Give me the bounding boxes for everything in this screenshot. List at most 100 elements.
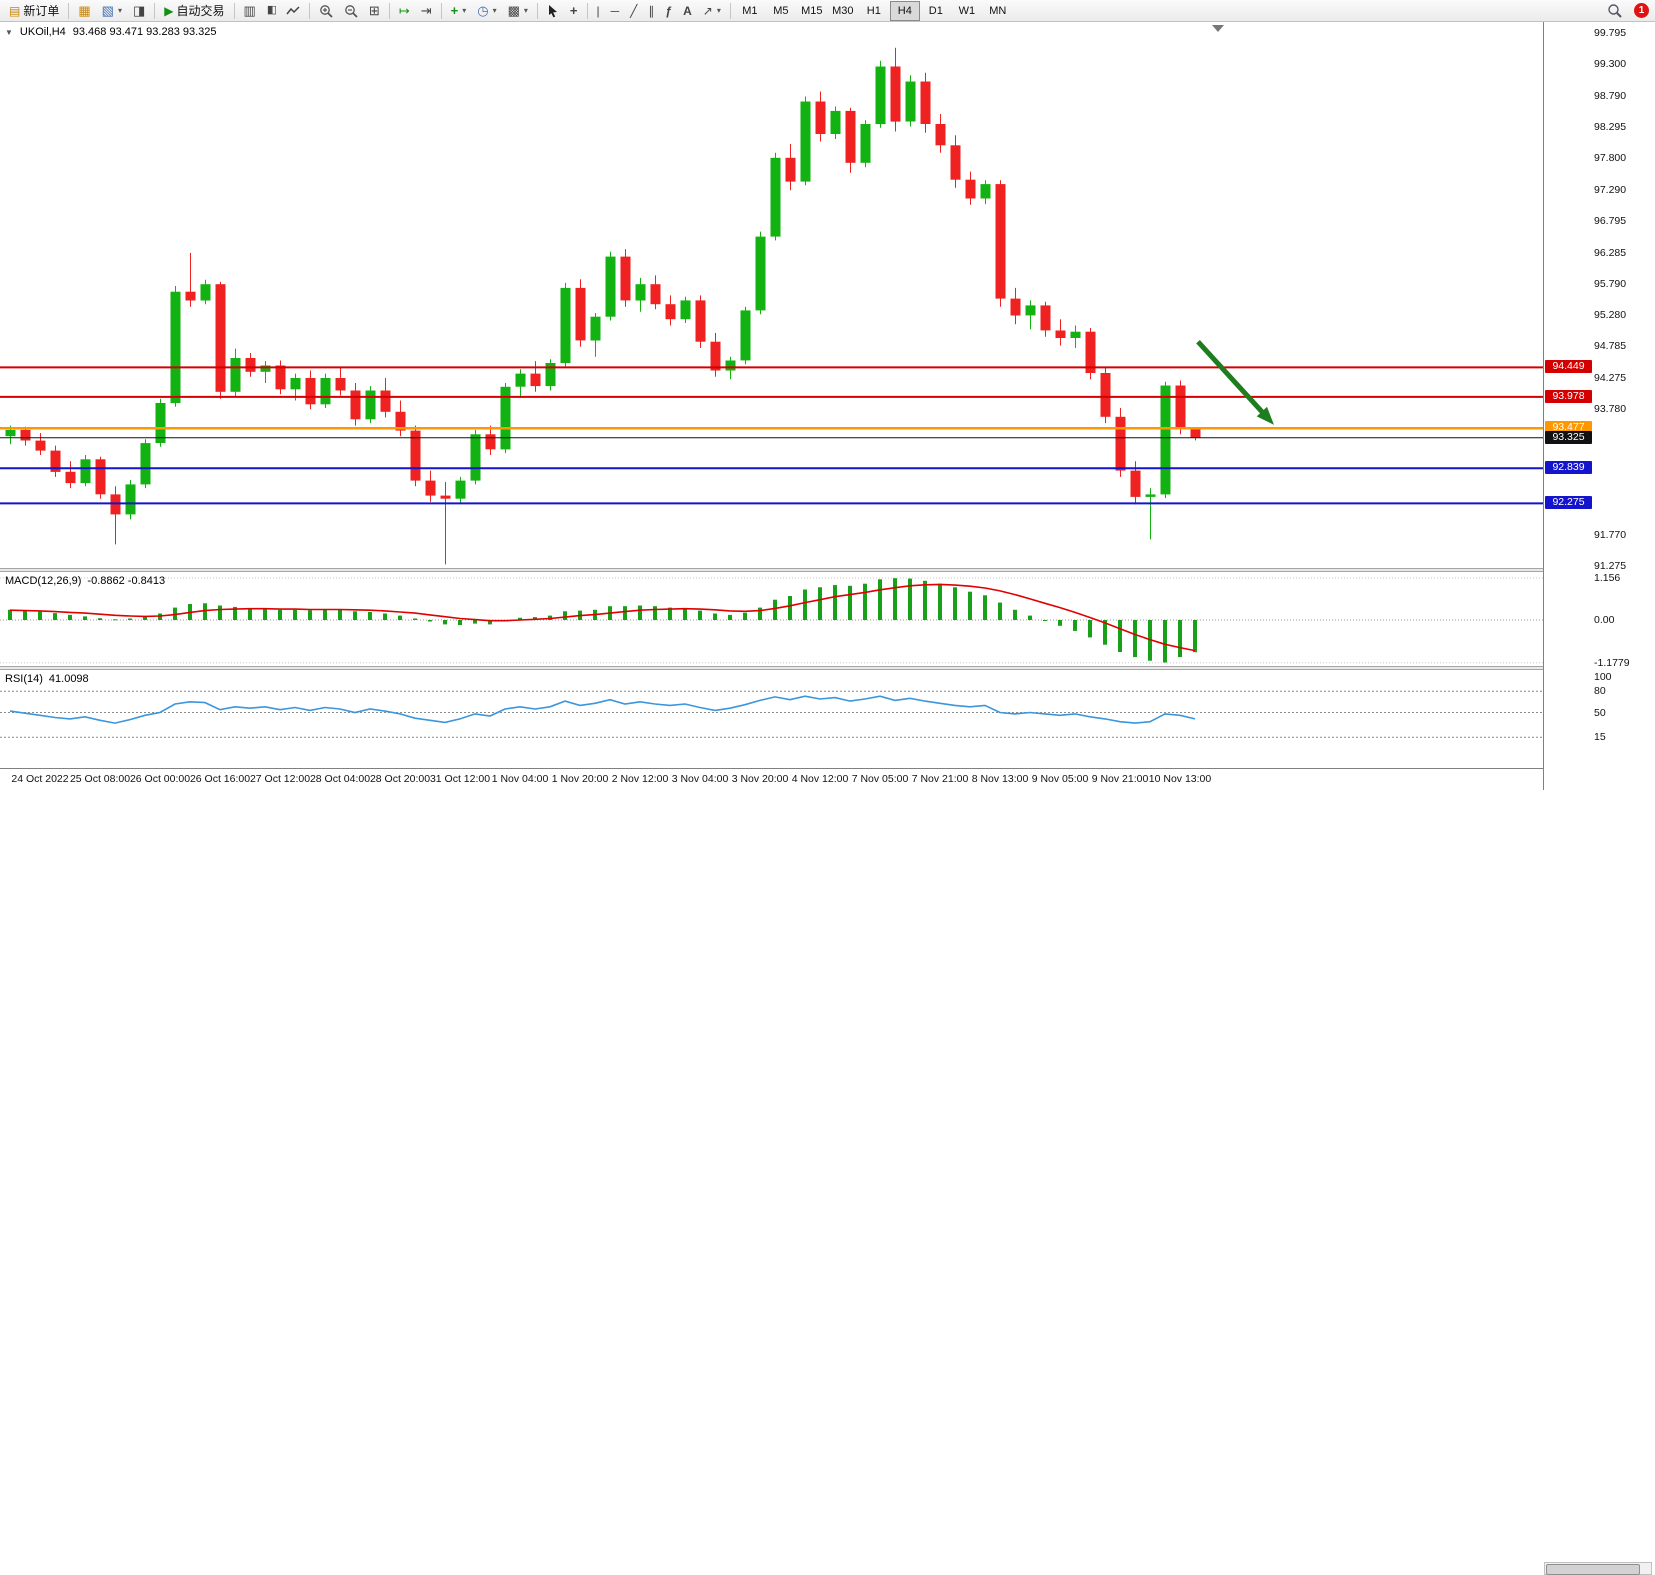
rsi-axis-label: 100	[1594, 671, 1612, 683]
panel-splitter[interactable]	[0, 568, 1655, 572]
fibonacci-icon: ƒ	[665, 3, 673, 18]
chart-title: ▼ UKOil,H4 93.468 93.471 93.283 93.325	[5, 26, 217, 38]
templates-button[interactable]: ▩ ▾	[503, 0, 533, 21]
main-toolbar: ▤ 新订单 ▦ ▧ ▾ ◨ ▶ 自动交易 ▥ ▮▯ ⊞ ↦ ⇥ +	[0, 0, 1655, 22]
price-axis[interactable]: 99.795 99.300 98.790 98.295 97.800 97.290 96.7…	[1543, 22, 1655, 790]
new-order-icon: ▤	[9, 3, 21, 18]
time-axis[interactable]: 24 Oct 2022 25 Oct 08:00 26 Oct 00:00 26 Oc…	[0, 768, 1543, 791]
bar-chart-icon: ▥	[243, 3, 256, 18]
timeframe-w1-button[interactable]: W1	[958, 4, 976, 17]
search-button[interactable]	[1602, 0, 1627, 21]
vertical-line-tool-button[interactable]: |	[592, 0, 605, 21]
price-axis-label: 91.275	[1594, 560, 1627, 572]
time-axis-label: 3 Nov 04:00	[671, 773, 729, 785]
timeframe-mn-button[interactable]: MN	[989, 4, 1007, 17]
price-axis-label: 96.285	[1594, 247, 1627, 259]
time-axis-label: 31 Oct 12:00	[429, 773, 491, 785]
toolbar-separator	[68, 2, 70, 19]
channel-icon: ∥	[648, 3, 655, 18]
new-order-button[interactable]: ▤ 新订单	[4, 0, 64, 21]
cursor-icon	[548, 4, 557, 17]
timeframe-h4-button[interactable]: H4	[889, 0, 920, 21]
auto-scroll-button[interactable]: ↦	[394, 0, 415, 21]
candlestick-chart-type-button[interactable]: ▮▯	[262, 0, 280, 21]
timeframe-h1-button[interactable]: H1	[866, 4, 881, 17]
toolbar-separator	[586, 2, 588, 19]
text-tool-button[interactable]: A	[678, 0, 697, 21]
crosshair-tool-button[interactable]: +	[565, 0, 583, 21]
macd-indicator-name: MACD(12,26,9)	[5, 575, 82, 587]
autotrading-button[interactable]: ▶ 自动交易	[159, 0, 229, 21]
template-icon: ▩	[507, 3, 520, 18]
price-axis-label: 98.295	[1594, 121, 1627, 133]
rsi-indicator-value: 41.0098	[48, 673, 89, 685]
time-axis-label: 25 Oct 08:00	[69, 773, 131, 785]
chart-shift-icon: ⇥	[420, 3, 432, 18]
profiles-button[interactable]: ◨	[128, 0, 150, 21]
time-axis-label: 24 Oct 2022	[11, 773, 69, 785]
timeframe-m5-button[interactable]: M5	[773, 4, 789, 17]
rsi-panel: RSI(14) 41.0098	[0, 670, 1543, 768]
bar-chart-type-button[interactable]: ▥	[239, 0, 261, 21]
macd-plot[interactable]	[0, 572, 1543, 666]
timeframe-m1-button[interactable]: M1	[742, 4, 758, 17]
collapse-panel-icon[interactable]: ▼	[5, 27, 13, 37]
caret-down-icon: ▾	[462, 6, 467, 15]
price-axis-label: 95.280	[1594, 309, 1627, 321]
rsi-plot[interactable]	[0, 670, 1543, 768]
rsi-indicator-name: RSI(14)	[5, 673, 43, 685]
chart-window-button[interactable]: ▦	[73, 0, 95, 21]
price-axis-label: 93.780	[1594, 403, 1627, 415]
timeframe-d1-button[interactable]: D1	[928, 4, 943, 17]
time-axis-label: 7 Nov 21:00	[911, 773, 969, 785]
horizontal-scrollbar[interactable]	[1544, 1562, 1652, 1575]
channel-tool-button[interactable]: ∥	[643, 0, 659, 21]
fibonacci-tool-button[interactable]: ƒ	[660, 0, 677, 21]
time-axis-label: 2 Nov 12:00	[611, 773, 669, 785]
caret-down-icon: ▾	[492, 6, 497, 15]
chart-shift-button[interactable]: ⇥	[416, 0, 437, 21]
cursor-tool-button[interactable]	[542, 0, 564, 21]
notification-badge[interactable]: 1	[1634, 3, 1649, 18]
timeframe-m30-button[interactable]: M30	[832, 4, 854, 17]
timeframe-m15-button[interactable]: M15	[801, 4, 823, 17]
trendline-tool-button[interactable]: ╱	[625, 0, 642, 21]
tile-windows-button[interactable]: ⊞	[364, 0, 385, 21]
main-chart-plot[interactable]	[0, 22, 1543, 568]
horizontal-line-tool-button[interactable]: ─	[606, 0, 625, 21]
rsi-label: RSI(14) 41.0098	[5, 673, 89, 685]
time-axis-label: 1 Nov 04:00	[491, 773, 549, 785]
chart-shift-marker	[1212, 25, 1224, 32]
time-axis-label: 10 Nov 13:00	[1148, 773, 1212, 785]
macd-axis-label: 1.156	[1594, 572, 1621, 584]
caret-down-icon: ▾	[716, 6, 721, 15]
time-axis-label: 26 Oct 00:00	[129, 773, 191, 785]
zoom-out-button[interactable]	[339, 0, 363, 21]
macd-signal-line	[9, 583, 1196, 652]
price-axis-label: 99.795	[1594, 27, 1627, 39]
macd-panel: MACD(12,26,9) -0.8862 -0.8413	[0, 572, 1543, 666]
toolbar-separator	[308, 2, 310, 19]
autotrading-label: 自动交易	[176, 4, 225, 18]
toolbar-separator	[536, 2, 538, 19]
zoom-in-button[interactable]	[314, 0, 338, 21]
trend-arrow-head[interactable]	[1256, 406, 1274, 425]
line-chart-type-button[interactable]	[281, 0, 305, 21]
clock-icon: ◷	[477, 3, 489, 18]
scrollbar-thumb[interactable]	[1546, 1564, 1640, 1575]
new-chart-button[interactable]: ▧ ▾	[97, 0, 127, 21]
caret-down-icon: ▾	[523, 6, 528, 15]
price-axis-label: 95.790	[1594, 278, 1627, 290]
trend-arrow-shaft[interactable]	[1196, 340, 1268, 418]
panel-splitter[interactable]	[0, 666, 1655, 670]
periods-button[interactable]: ◷ ▾	[472, 0, 501, 21]
indicators-button[interactable]: + ▾	[446, 0, 472, 21]
vertical-line-icon: |	[596, 3, 600, 18]
autotrading-play-icon: ▶	[164, 3, 174, 18]
text-tool-icon: A	[683, 3, 692, 18]
indicators-add-icon: +	[450, 3, 459, 18]
horizontal-lines-layer	[0, 366, 1543, 505]
search-icon	[1608, 4, 1622, 18]
price-axis-label: 96.795	[1594, 215, 1627, 227]
arrows-tool-button[interactable]: ↗ ▾	[698, 0, 726, 21]
